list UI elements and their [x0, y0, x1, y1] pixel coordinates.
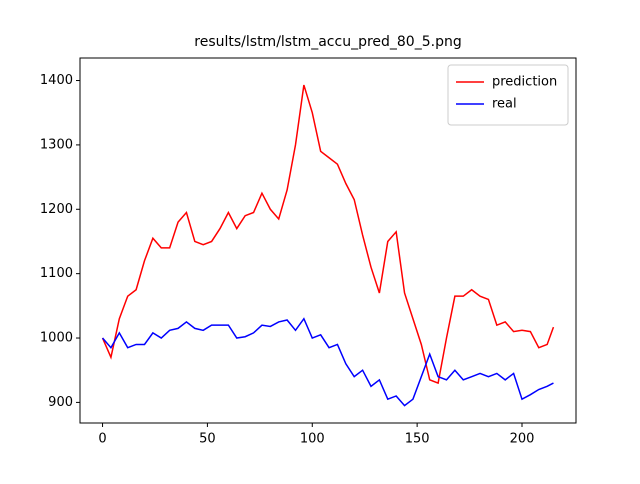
y-tick-label: 1100 [40, 266, 73, 281]
y-tick-label: 1200 [40, 202, 73, 217]
x-tick-label: 150 [405, 432, 430, 447]
chart-title: results/lstm/lstm_accu_pred_80_5.png [194, 34, 461, 50]
y-tick-label: 1400 [40, 73, 73, 88]
x-tick-label: 0 [98, 432, 106, 447]
legend-box [447, 64, 569, 126]
series-line [101, 317, 554, 407]
x-tick-label: 50 [199, 432, 216, 447]
legend-label: real [492, 97, 517, 112]
x-tick-label: 100 [300, 432, 325, 447]
x-tick-label: 200 [510, 432, 535, 447]
axes-frame [79, 57, 577, 424]
y-tick-label: 1300 [40, 137, 73, 152]
legend-label: prediction [492, 75, 557, 90]
series-line [101, 84, 555, 385]
y-tick-label: 900 [48, 395, 73, 410]
y-tick-label: 1000 [40, 331, 73, 346]
